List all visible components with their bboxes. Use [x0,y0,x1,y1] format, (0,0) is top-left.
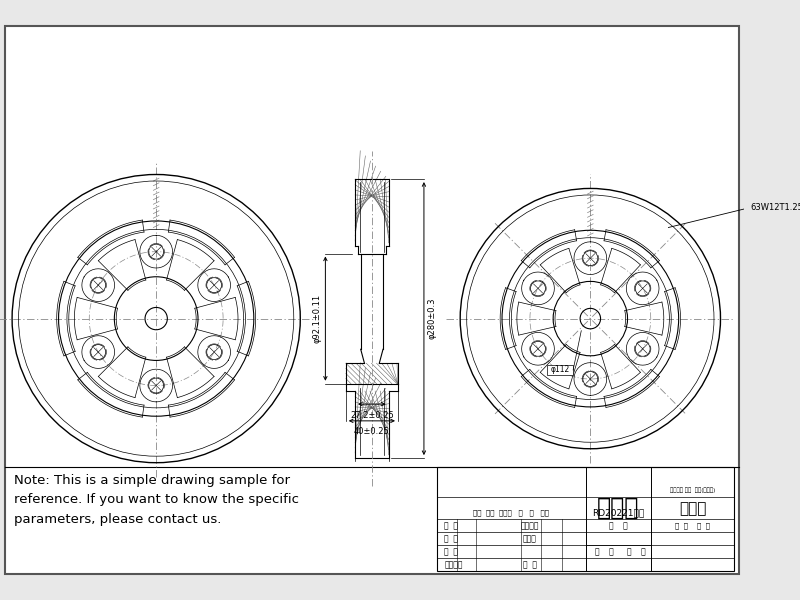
Text: φ112: φ112 [550,365,570,374]
Text: 63W12T1.25: 63W12T1.25 [750,203,800,212]
Text: 材    料: 材 料 [609,521,628,530]
Text: 机加工艺: 机加工艺 [444,560,463,569]
Text: 铸造工艺: 铸造工艺 [521,521,539,530]
Text: 27.2±0.25: 27.2±0.25 [350,410,394,419]
Text: 标记  处数  文件号   签   字   日期: 标记 处数 文件号 签 字 日期 [474,509,550,516]
Text: 批  准: 批 准 [523,560,537,569]
Bar [547,365,573,374]
Text: 校  对: 校 对 [444,535,458,544]
Text: φ280±0.3: φ280±0.3 [428,298,437,340]
Text: 刹车盘: 刹车盘 [597,496,639,520]
Text: 样    品: 样 品 [627,547,646,556]
Text: Note: This is a simple drawing sample for
reference. If you want to know the spe: Note: This is a simple drawing sample fo… [14,474,299,526]
Text: 共  张    第  张: 共 张 第 张 [675,523,710,529]
Text: 图样标记 重量  比例(生产厂): 图样标记 重量 比例(生产厂) [670,488,715,493]
Text: 第一版: 第一版 [679,501,706,516]
Text: 标准化: 标准化 [523,535,537,544]
Text: 40±0.25: 40±0.25 [354,427,390,436]
Text: 设  计: 设 计 [444,521,458,530]
Text: 审  核: 审 核 [444,547,458,556]
Text: 依    据: 依 据 [595,547,614,556]
Text: RD20221简图: RD20221简图 [592,508,644,517]
Bar [437,467,734,571]
Text: φ92.1±0.11: φ92.1±0.11 [313,294,322,343]
